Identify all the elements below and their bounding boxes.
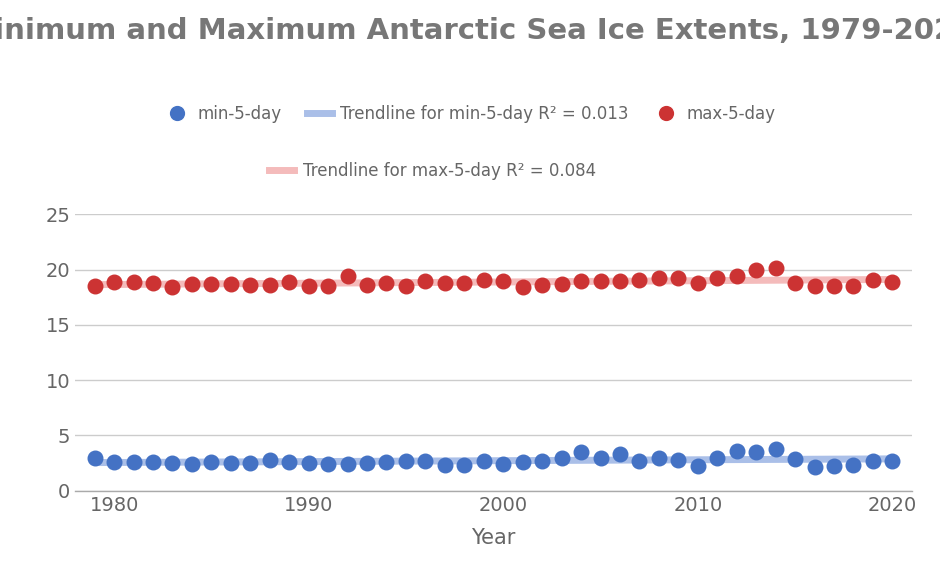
- Point: [788, 454, 803, 463]
- Point: [359, 280, 374, 289]
- Point: [418, 276, 433, 285]
- Point: [457, 279, 472, 288]
- Point: [224, 459, 239, 468]
- Text: Minimum and Maximum Antarctic Sea Ice Extents, 1979-2020: Minimum and Maximum Antarctic Sea Ice Ex…: [0, 17, 940, 45]
- Point: [768, 264, 783, 273]
- Point: [301, 281, 316, 290]
- Point: [885, 277, 900, 287]
- Point: [651, 274, 666, 283]
- Point: [651, 453, 666, 462]
- Point: [846, 461, 861, 470]
- Point: [126, 457, 141, 466]
- Point: [573, 276, 588, 285]
- Point: [106, 457, 121, 466]
- Point: [710, 274, 725, 283]
- Point: [399, 456, 414, 465]
- Point: [613, 450, 628, 459]
- X-axis label: Year: Year: [471, 528, 516, 548]
- Legend: min-5-day, Trendline for min-5-day R² = 0.013, max-5-day: min-5-day, Trendline for min-5-day R² = …: [158, 99, 782, 130]
- Point: [866, 275, 881, 284]
- Point: [885, 456, 900, 465]
- Point: [301, 459, 316, 468]
- Point: [184, 460, 199, 469]
- Point: [495, 460, 510, 469]
- Point: [477, 456, 492, 465]
- Point: [515, 283, 530, 292]
- Point: [554, 453, 569, 462]
- Point: [243, 459, 258, 468]
- Point: [495, 276, 510, 285]
- Point: [593, 276, 608, 285]
- Point: [632, 275, 647, 284]
- Point: [826, 462, 841, 471]
- Point: [87, 281, 102, 290]
- Point: [593, 453, 608, 462]
- Point: [87, 453, 102, 462]
- Point: [846, 281, 861, 290]
- Point: [437, 461, 452, 470]
- Point: [807, 463, 822, 472]
- Point: [457, 461, 472, 470]
- Point: [340, 272, 355, 281]
- Point: [729, 446, 744, 455]
- Point: [359, 459, 374, 468]
- Point: [807, 281, 822, 290]
- Point: [282, 277, 297, 287]
- Point: [146, 279, 161, 288]
- Point: [535, 280, 550, 289]
- Point: [866, 456, 881, 465]
- Point: [671, 274, 686, 283]
- Point: [379, 457, 394, 466]
- Point: [573, 447, 588, 456]
- Point: [418, 456, 433, 465]
- Point: [262, 280, 277, 289]
- Point: [321, 460, 336, 469]
- Point: [379, 279, 394, 288]
- Point: [282, 457, 297, 466]
- Point: [671, 455, 686, 464]
- Point: [826, 281, 841, 290]
- Point: [164, 283, 180, 292]
- Point: [224, 279, 239, 288]
- Point: [321, 281, 336, 290]
- Point: [613, 276, 628, 285]
- Point: [554, 279, 569, 288]
- Point: [262, 455, 277, 464]
- Point: [164, 459, 180, 468]
- Point: [632, 456, 647, 465]
- Point: [399, 281, 414, 290]
- Point: [106, 277, 121, 287]
- Point: [690, 279, 705, 288]
- Point: [437, 279, 452, 288]
- Point: [748, 447, 763, 456]
- Point: [340, 460, 355, 469]
- Point: [515, 457, 530, 466]
- Point: [204, 279, 219, 288]
- Point: [243, 280, 258, 289]
- Point: [690, 462, 705, 471]
- Point: [768, 444, 783, 453]
- Point: [729, 272, 744, 281]
- Point: [184, 279, 199, 288]
- Point: [126, 277, 141, 287]
- Point: [477, 275, 492, 284]
- Point: [710, 453, 725, 462]
- Point: [204, 457, 219, 466]
- Point: [748, 265, 763, 274]
- Point: [535, 456, 550, 465]
- Point: [146, 457, 161, 466]
- Point: [788, 279, 803, 288]
- Legend: Trendline for max-5-day R² = 0.084: Trendline for max-5-day R² = 0.084: [262, 155, 603, 186]
